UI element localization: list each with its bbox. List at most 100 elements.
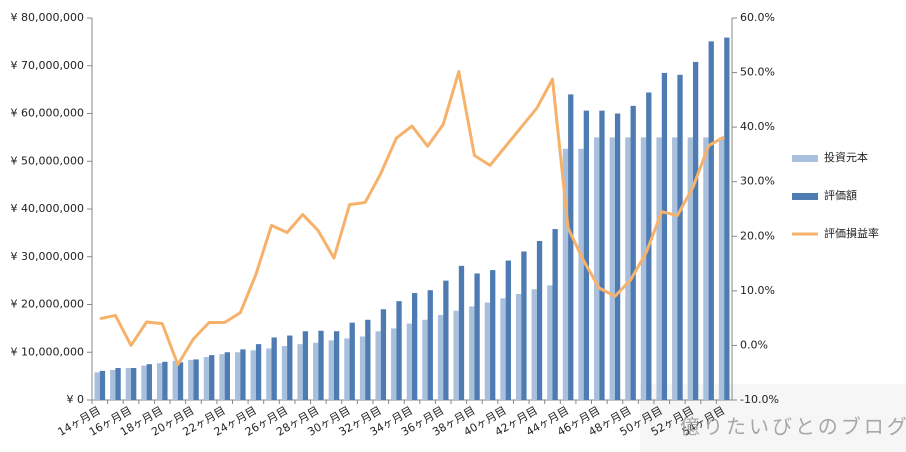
- y2-tick-label: 30.0%: [740, 175, 775, 188]
- bar: [297, 344, 303, 400]
- bar: [412, 293, 418, 400]
- bar: [500, 298, 506, 400]
- bar: [568, 94, 574, 401]
- bar: [484, 302, 491, 400]
- bar: [110, 369, 116, 400]
- bar: [266, 348, 272, 400]
- y2-tick-label: 40.0%: [740, 120, 775, 133]
- bar: [250, 350, 256, 400]
- bar: [333, 331, 340, 400]
- y-tick-label: ¥ 50,000,000: [11, 154, 84, 167]
- bar: [469, 306, 475, 400]
- bar: [677, 74, 683, 400]
- bar: [536, 240, 543, 400]
- bar: [614, 113, 621, 400]
- bar: [406, 323, 412, 400]
- legend-label: 評価額: [824, 188, 857, 202]
- bar: [365, 319, 371, 400]
- bar: [219, 354, 225, 400]
- bar: [718, 137, 725, 400]
- bar: [443, 280, 449, 400]
- legend-swatch: [792, 155, 818, 162]
- bar: [687, 137, 693, 400]
- y-tick-label: ¥ 80,000,000: [11, 11, 84, 24]
- legend-label: 評価損益率: [824, 226, 879, 240]
- bar: [531, 289, 537, 400]
- bar: [672, 137, 678, 400]
- bar: [547, 285, 553, 400]
- bar: [125, 368, 132, 400]
- bar: [640, 137, 647, 400]
- bar: [188, 359, 194, 400]
- bar: [99, 370, 106, 400]
- bar: [146, 364, 152, 400]
- legend-swatch: [792, 193, 818, 200]
- bar: [490, 270, 496, 400]
- bar: [349, 322, 355, 400]
- bar: [552, 229, 558, 400]
- bar: [328, 340, 334, 400]
- bar: [380, 309, 387, 400]
- bar: [115, 368, 121, 400]
- bar: [656, 137, 662, 400]
- bar: [458, 265, 465, 400]
- bar: [344, 338, 350, 400]
- watermark: 億りたいびとのブログ: [680, 415, 906, 439]
- bar: [625, 137, 631, 400]
- bar: [162, 361, 168, 400]
- bar: [313, 342, 319, 400]
- bar: [156, 363, 163, 400]
- y2-tick-label: 10.0%: [740, 284, 775, 297]
- bar: [172, 360, 178, 400]
- legend-label: 投資元本: [824, 150, 868, 164]
- bar: [437, 315, 444, 400]
- bar: [609, 137, 615, 400]
- bar: [474, 273, 480, 400]
- y2-tick-label: 60.0%: [740, 11, 775, 24]
- bar: [131, 368, 137, 400]
- line-series: [99, 69, 725, 367]
- bar: [141, 365, 147, 400]
- bar: [94, 372, 100, 400]
- y-tick-label: ¥ 10,000,000: [11, 345, 84, 358]
- bar: [422, 319, 428, 400]
- bar: [594, 137, 600, 400]
- bar: [224, 352, 230, 400]
- bar: [318, 330, 324, 400]
- y-tick-label: ¥ 30,000,000: [11, 250, 84, 263]
- y2-tick-label: -10.0%: [740, 393, 779, 406]
- y-tick-label: ¥ 60,000,000: [11, 107, 84, 120]
- bar: [583, 110, 590, 400]
- bar: [708, 41, 714, 401]
- bar: [562, 148, 569, 400]
- bar: [515, 293, 522, 400]
- bar: [630, 105, 636, 401]
- bar: [599, 110, 605, 400]
- y-tick-label: ¥ 20,000,000: [11, 298, 84, 311]
- y-tick-label: ¥ 70,000,000: [11, 59, 84, 72]
- bar: [521, 251, 527, 400]
- bar: [281, 346, 288, 400]
- bar: [692, 61, 699, 401]
- bar: [359, 336, 366, 400]
- bar: [396, 301, 402, 400]
- y2-tick-label: 0.0%: [740, 338, 768, 351]
- watermark-box: [640, 384, 906, 452]
- bar: [578, 148, 584, 400]
- bar: [234, 352, 241, 400]
- bar: [209, 355, 215, 400]
- bar: [453, 310, 459, 400]
- bar: [703, 137, 709, 400]
- bar: [391, 328, 397, 400]
- y2-tick-label: 50.0%: [740, 66, 775, 79]
- bar: [287, 335, 293, 400]
- bar: [271, 337, 277, 400]
- bar: [505, 260, 511, 400]
- bar: [302, 331, 309, 400]
- bar: [375, 331, 381, 400]
- bar: [661, 72, 668, 400]
- y2-tick-label: 20.0%: [740, 229, 775, 242]
- bar: [203, 357, 210, 400]
- y-tick-label: ¥ 40,000,000: [11, 202, 84, 215]
